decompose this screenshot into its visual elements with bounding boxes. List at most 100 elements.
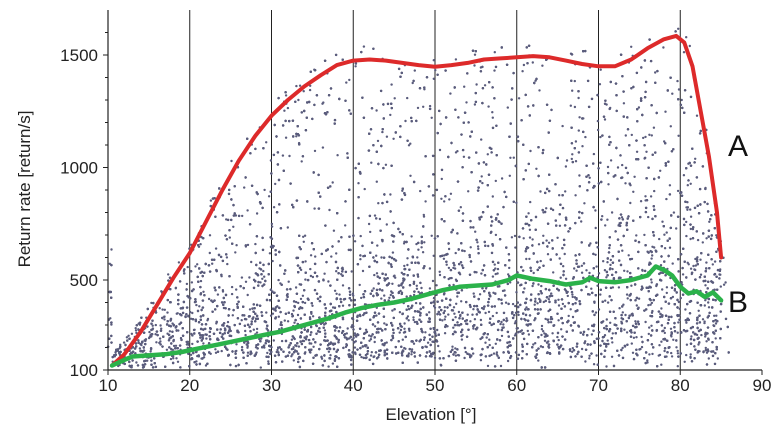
scatter-point bbox=[699, 273, 703, 276]
scatter-point bbox=[697, 343, 700, 346]
scatter-point bbox=[506, 106, 509, 109]
scatter-point bbox=[261, 277, 264, 280]
scatter-point bbox=[302, 90, 305, 93]
scatter-point bbox=[159, 340, 162, 343]
scatter-point bbox=[716, 357, 719, 360]
scatter-point bbox=[704, 284, 707, 287]
scatter-point bbox=[433, 356, 437, 360]
scatter-point bbox=[406, 96, 409, 100]
scatter-point bbox=[317, 329, 320, 332]
scatter-point bbox=[268, 252, 272, 255]
scatter-point bbox=[640, 335, 643, 339]
scatter-point bbox=[644, 320, 647, 324]
scatter-point bbox=[487, 244, 490, 248]
scatter-point bbox=[541, 64, 544, 67]
scatter-point bbox=[443, 318, 446, 321]
scatter-point bbox=[659, 264, 663, 267]
scatter-point bbox=[313, 207, 316, 210]
scatter-point bbox=[637, 297, 641, 300]
scatter-point bbox=[163, 308, 166, 311]
scatter-point bbox=[609, 159, 613, 162]
scatter-point bbox=[603, 334, 607, 337]
scatter-point bbox=[350, 270, 353, 273]
scatter-point bbox=[303, 234, 307, 237]
scatter-point bbox=[510, 236, 514, 239]
scatter-point bbox=[232, 225, 235, 228]
scatter-point bbox=[341, 304, 345, 307]
scatter-point bbox=[676, 365, 679, 368]
scatter-point bbox=[547, 298, 550, 301]
scatter-point bbox=[413, 320, 417, 324]
scatter-point bbox=[407, 319, 410, 322]
scatter-point bbox=[525, 306, 528, 309]
scatter-point bbox=[389, 293, 392, 297]
scatter-point bbox=[594, 311, 598, 314]
scatter-point bbox=[259, 281, 262, 284]
scatter-point bbox=[294, 286, 298, 289]
scatter-point bbox=[438, 270, 441, 273]
scatter-point bbox=[354, 65, 357, 68]
scatter-point bbox=[492, 352, 496, 355]
scatter-point bbox=[650, 257, 653, 260]
scatter-point bbox=[577, 96, 580, 100]
scatter-point bbox=[695, 114, 699, 117]
scatter-point bbox=[221, 290, 225, 293]
scatter-point bbox=[668, 246, 672, 249]
scatter-point bbox=[719, 285, 722, 288]
scatter-point bbox=[569, 104, 572, 107]
scatter-point bbox=[669, 327, 673, 330]
scatter-point bbox=[335, 270, 338, 273]
scatter-point bbox=[228, 236, 231, 239]
scatter-point bbox=[545, 239, 548, 242]
scatter-point bbox=[670, 351, 673, 355]
scatter-point bbox=[531, 61, 534, 64]
scatter-point bbox=[269, 314, 273, 317]
scatter-point bbox=[621, 163, 624, 167]
scatter-point bbox=[375, 254, 378, 257]
scatter-point bbox=[599, 293, 602, 296]
scatter-point bbox=[587, 328, 590, 331]
scatter-point bbox=[270, 225, 274, 228]
scatter-point bbox=[637, 106, 641, 109]
scatter-point bbox=[167, 273, 170, 276]
scatter-point bbox=[391, 251, 395, 254]
scatter-point bbox=[566, 294, 569, 298]
vertical-grid bbox=[189, 10, 681, 370]
scatter-point bbox=[704, 299, 707, 302]
scatter-point bbox=[244, 329, 247, 333]
scatter-point bbox=[432, 59, 435, 62]
scatter-point bbox=[189, 317, 193, 320]
scatter-point bbox=[409, 174, 412, 177]
scatter-point bbox=[557, 298, 560, 301]
scatter-point bbox=[561, 124, 564, 128]
scatter-point bbox=[604, 299, 607, 302]
scatter-point bbox=[375, 314, 378, 317]
scatter-point bbox=[411, 81, 414, 85]
scatter-point bbox=[415, 287, 419, 290]
scatter-point bbox=[408, 329, 411, 332]
scatter-point bbox=[391, 309, 394, 312]
scatter-point bbox=[514, 304, 517, 308]
scatter-point bbox=[348, 78, 351, 82]
scatter-point bbox=[688, 44, 691, 48]
scatter-point bbox=[488, 338, 491, 341]
scatter-point bbox=[517, 97, 521, 100]
scatter-point bbox=[399, 328, 403, 332]
scatter-point bbox=[663, 326, 666, 330]
scatter-point bbox=[665, 286, 669, 289]
scatter-point bbox=[360, 355, 363, 359]
scatter-point bbox=[465, 101, 468, 104]
scatter-point bbox=[542, 300, 545, 304]
scatter-point bbox=[436, 328, 439, 332]
scatter-point bbox=[199, 243, 202, 246]
scatter-point bbox=[719, 273, 722, 276]
scatter-point bbox=[211, 262, 214, 265]
scatter-point bbox=[295, 300, 298, 304]
scatter-point bbox=[495, 353, 498, 356]
scatter-point bbox=[517, 313, 520, 317]
scatter-point bbox=[670, 355, 674, 358]
scatter-point bbox=[626, 270, 629, 273]
scatter-point bbox=[675, 227, 678, 230]
scatter-point bbox=[314, 255, 317, 258]
scatter-point bbox=[410, 353, 413, 356]
